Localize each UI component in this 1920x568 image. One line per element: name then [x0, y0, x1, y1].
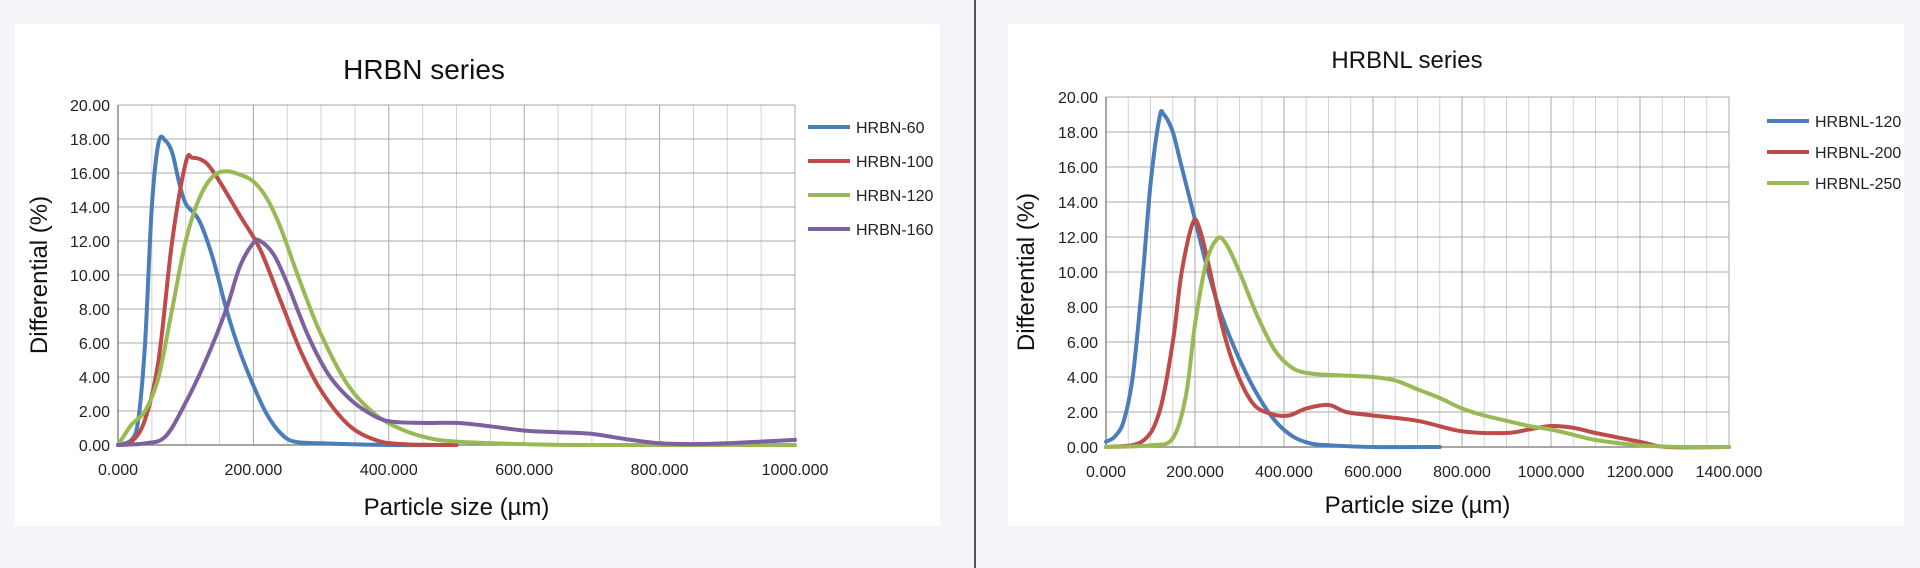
- gridlines: [1105, 96, 1730, 448]
- x-tick-label: 200.000: [1166, 464, 1224, 481]
- y-tick-label: 18.00: [70, 132, 110, 149]
- x-tick-label: 200.000: [224, 462, 282, 479]
- legend-label: HRBNL-200: [1815, 145, 1901, 162]
- x-tick-label: 1200.000: [1607, 464, 1674, 481]
- x-tick-label: 400.000: [360, 462, 418, 479]
- y-tick-label: 12.00: [1058, 230, 1098, 247]
- x-tick-label: 0.000: [1086, 464, 1126, 481]
- x-tick-label: 600.000: [495, 462, 553, 479]
- y-tick-label: 6.00: [79, 336, 110, 353]
- legend-item-hrbnl-250: HRBNL-250: [1767, 176, 1901, 193]
- x-tick-label: 800.000: [1433, 464, 1491, 481]
- x-axis-title: Particle size (µm): [1325, 492, 1511, 519]
- y-tick-label: 14.00: [1058, 195, 1098, 212]
- legend-label: HRBNL-120: [1815, 114, 1901, 131]
- chart-hrbnl: 0.00 2.00 4.00 6.00 8.00 10.00 12.00 14.00 16.00…: [1013, 47, 1901, 519]
- legend-label: HRBN-60: [856, 120, 925, 137]
- legend-item-hrbnl-200: HRBNL-200: [1767, 145, 1901, 162]
- x-tick-label: 600.000: [1344, 464, 1402, 481]
- chart-panel-hrbnl: 0.00 2.00 4.00 6.00 8.00 10.00 12.00 14.00 16.00…: [1008, 24, 1904, 526]
- gridlines: [117, 104, 796, 446]
- series-line-hrbn-160: [116, 237, 797, 447]
- legend-label: HRBN-160: [856, 222, 933, 239]
- y-tick-label: 20.00: [70, 98, 110, 115]
- chart-hrbn: 0.00 2.00 4.00 6.00 8.00 10.00 12.00 14.00 16.00…: [26, 54, 933, 521]
- legend-label: HRBN-100: [856, 154, 933, 171]
- series-line-hrbn-100: [116, 153, 459, 447]
- legend-label: HRBNL-250: [1815, 176, 1901, 193]
- y-tick-label: 16.00: [1058, 160, 1098, 177]
- series-line-hrbn-60: [116, 134, 459, 448]
- y-tick-label: 18.00: [1058, 125, 1098, 142]
- y-tick-label: 8.00: [79, 302, 110, 319]
- series-line-hrbnl-120: [1104, 109, 1442, 450]
- y-axis-title: Differential (%): [26, 196, 53, 354]
- series-line-hrbnl-250: [1104, 235, 1731, 450]
- x-tick-label: 400.000: [1255, 464, 1313, 481]
- y-axis-title: Differential (%): [1013, 193, 1040, 351]
- legend-item-hrbn-100: HRBN-100: [808, 154, 933, 171]
- y-tick-label: 8.00: [1067, 300, 1098, 317]
- x-tick-label: 1000.000: [762, 462, 829, 479]
- series-line-hrbn-120: [116, 169, 797, 448]
- legend-item-hrbn-60: HRBN-60: [808, 120, 925, 137]
- legend-label: HRBN-120: [856, 188, 933, 205]
- legend-item-hrbn-120: HRBN-120: [808, 188, 933, 205]
- y-tick-label: 0.00: [79, 438, 110, 455]
- x-tick-label: 800.000: [631, 462, 689, 479]
- chart-panel-hrbn: 0.00 2.00 4.00 6.00 8.00 10.00 12.00 14.00 16.00…: [15, 24, 940, 526]
- x-tick-label: 0.000: [98, 462, 138, 479]
- legend-item-hrbn-160: HRBN-160: [808, 222, 933, 239]
- x-axis-title: Particle size (µm): [364, 494, 550, 521]
- legend-item-hrbnl-120: HRBNL-120: [1767, 114, 1901, 131]
- y-tick-label: 2.00: [79, 404, 110, 421]
- y-tick-label: 14.00: [70, 200, 110, 217]
- y-tick-label: 4.00: [1067, 370, 1098, 387]
- chart-title: HRBN series: [343, 54, 505, 85]
- y-tick-label: 20.00: [1058, 90, 1098, 107]
- y-tick-label: 4.00: [79, 370, 110, 387]
- y-tick-label: 2.00: [1067, 405, 1098, 422]
- x-tick-label: 1400.000: [1696, 464, 1763, 481]
- x-tick-label: 1000.000: [1518, 464, 1585, 481]
- y-tick-label: 12.00: [70, 234, 110, 251]
- y-tick-label: 10.00: [1058, 265, 1098, 282]
- series-line-hrbnl-200: [1104, 217, 1731, 450]
- y-tick-label: 16.00: [70, 166, 110, 183]
- y-tick-label: 6.00: [1067, 335, 1098, 352]
- panel-divider: [974, 0, 976, 568]
- y-tick-label: 0.00: [1067, 440, 1098, 457]
- chart-title: HRBNL series: [1331, 47, 1482, 74]
- y-tick-label: 10.00: [70, 268, 110, 285]
